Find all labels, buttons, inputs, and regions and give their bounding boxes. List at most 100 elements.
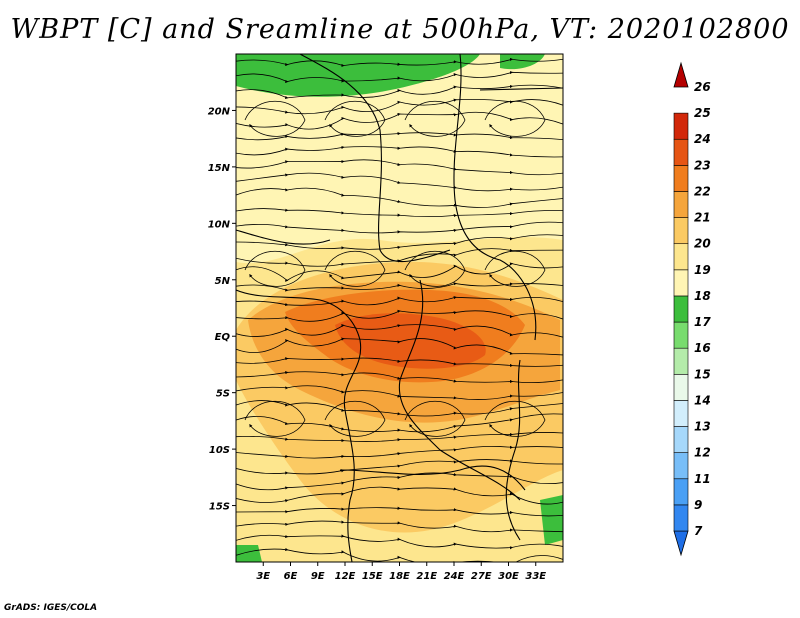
lat-tick-label: 5N xyxy=(215,276,231,287)
colorbar-label: 16 xyxy=(694,341,711,355)
lon-axis: 3E 6E 9E 12E 15E 18E 21E 24E 27E 30E 33E xyxy=(256,562,546,582)
streamline xyxy=(236,221,563,234)
colorbar-swatch xyxy=(673,165,689,192)
colorbar-label: 15 xyxy=(694,367,711,381)
colorbar-swatch xyxy=(673,426,689,453)
colorbar-label: 9 xyxy=(694,498,702,512)
streamline xyxy=(236,547,563,562)
streamline xyxy=(236,98,563,115)
lon-tick-label: 3E xyxy=(256,571,270,582)
streamline xyxy=(236,187,563,208)
lon-tick-label: 21E xyxy=(416,571,437,582)
lon-tick-label: 24E xyxy=(444,571,465,582)
colorbar-swatch xyxy=(673,452,689,480)
streamline-curl xyxy=(404,100,466,137)
streamline xyxy=(236,282,563,292)
lat-tick-label: 20N xyxy=(208,106,231,117)
lat-tick-label: 5S xyxy=(216,389,230,400)
colorbar-label: 18 xyxy=(694,289,711,303)
lat-axis: 20N 15N 10N 5N EQ 5S 10S 15S xyxy=(208,106,236,513)
streamlines xyxy=(236,57,563,562)
colorbar-label: 7 xyxy=(694,524,703,538)
colorbar-swatch xyxy=(673,400,689,427)
colorbar-label: 21 xyxy=(694,211,711,225)
streamline-curl xyxy=(324,100,386,137)
streamline-curl xyxy=(324,400,386,437)
colorbar-swatch xyxy=(673,504,689,532)
colorbar-swatch xyxy=(673,347,689,375)
lat-tick-label: 15S xyxy=(209,502,230,513)
streamline-curl xyxy=(244,400,306,437)
streamline xyxy=(236,520,563,533)
grads-credit: GrADS: IGES/COLA xyxy=(4,603,98,613)
streamline-curl xyxy=(484,100,546,137)
colorbar-label: 22 xyxy=(694,184,711,198)
colorbar-swatch xyxy=(673,478,689,506)
map-area xyxy=(236,54,563,562)
lon-tick-label: 30E xyxy=(498,571,519,582)
streamline xyxy=(236,159,563,176)
chart-title: WBPT [C] and Sreamline at 500hPa, VT: 20… xyxy=(10,14,790,45)
lon-tick-label: 15E xyxy=(362,571,383,582)
colorbar-swatch xyxy=(673,373,689,401)
field-18-se xyxy=(540,495,563,545)
lon-tick-label: 6E xyxy=(284,571,298,582)
streamline xyxy=(236,208,563,218)
colorbar-top-arrow xyxy=(673,61,689,88)
streamline-curl xyxy=(244,250,306,287)
streamline xyxy=(236,262,563,282)
lat-tick-label: EQ xyxy=(215,332,231,343)
streamline xyxy=(236,324,563,338)
streamline xyxy=(236,309,563,322)
colorbar-label: 14 xyxy=(694,393,711,407)
colorbar-swatch xyxy=(673,112,689,140)
country-borders xyxy=(236,54,563,562)
colorbar-swatch xyxy=(673,321,689,349)
streamline xyxy=(236,295,563,307)
field-18-sw xyxy=(236,545,262,562)
colorbar-swatch xyxy=(673,243,689,271)
streamline xyxy=(236,111,563,130)
streamline xyxy=(236,486,563,505)
colorbar-label: 19 xyxy=(694,263,711,277)
colorbar-label: 25 xyxy=(694,106,711,120)
lon-tick-label: 18E xyxy=(389,571,410,582)
streamline-curl xyxy=(244,100,306,137)
lon-tick-label: 12E xyxy=(335,571,356,582)
lon-tick-label: 33E xyxy=(525,571,546,582)
colorbar-label: 26 xyxy=(694,80,711,94)
colorbar-swatch xyxy=(673,295,689,323)
colorbar-label: 20 xyxy=(694,237,711,251)
streamline-curl xyxy=(324,250,386,287)
streamline xyxy=(236,400,563,417)
colorbar-label: 17 xyxy=(694,315,711,329)
colorbar-swatch xyxy=(673,217,689,245)
streamline-curl xyxy=(404,250,466,287)
colorbar-label: 11 xyxy=(694,472,711,486)
colorbar-label: 12 xyxy=(694,446,711,460)
colorbar-label: 24 xyxy=(694,132,711,146)
streamline-curl xyxy=(484,400,546,437)
streamline xyxy=(236,385,563,400)
streamline xyxy=(236,445,563,459)
streamline xyxy=(236,57,563,68)
colorbar-label: 23 xyxy=(694,158,711,172)
colorbar: 7 9 11 12 13 14 15 16 17 18 19 20 21 22 23 24 25 26 xyxy=(673,61,711,557)
streamline xyxy=(236,534,563,550)
colorbar-swatch xyxy=(673,269,689,297)
lat-tick-label: 10N xyxy=(208,219,231,230)
streamline xyxy=(236,506,563,517)
streamline xyxy=(236,70,563,84)
colorbar-swatch xyxy=(673,191,689,218)
streamline xyxy=(236,145,563,158)
streamline xyxy=(236,234,563,250)
streamline xyxy=(236,432,563,443)
streamline xyxy=(236,357,563,368)
streamline xyxy=(236,337,563,356)
lat-tick-label: 15N xyxy=(208,163,231,174)
streamline xyxy=(236,132,563,141)
lat-tick-label: 10S xyxy=(209,445,230,456)
streamline xyxy=(236,413,563,433)
colorbar-label: 13 xyxy=(694,420,711,434)
